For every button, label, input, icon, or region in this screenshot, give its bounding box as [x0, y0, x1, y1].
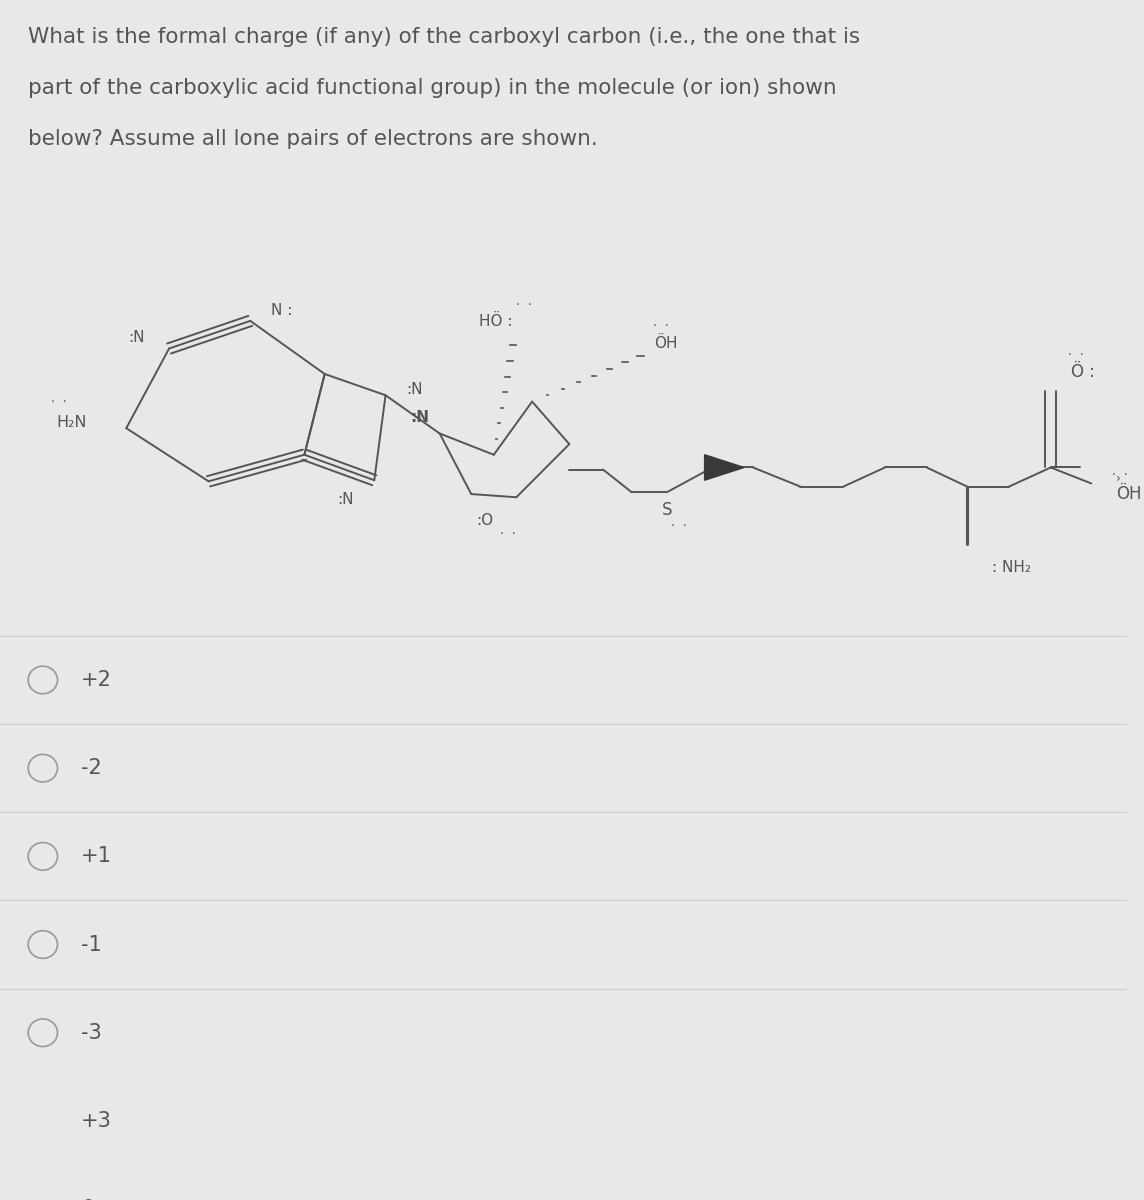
Text: · ·: · · [670, 521, 688, 530]
Text: N :: N : [271, 302, 292, 318]
Text: -1: -1 [81, 935, 102, 954]
Text: -3: -3 [81, 1022, 102, 1043]
Text: · ·: · · [1111, 470, 1128, 480]
Text: below? Assume all lone pairs of electrons are shown.: below? Assume all lone pairs of electron… [29, 128, 598, 149]
Text: · ·: · · [516, 300, 533, 310]
Text: · ·: · · [50, 397, 67, 407]
Text: HÖ :: HÖ : [479, 314, 513, 330]
Text: :N: :N [128, 330, 144, 346]
Text: H₂N: H₂N [56, 415, 87, 431]
Text: ›: › [1115, 472, 1121, 485]
Text: -2: -2 [81, 758, 102, 778]
Text: +3: +3 [81, 1111, 112, 1130]
Text: · ·: · · [1066, 350, 1085, 360]
Text: :N: :N [406, 383, 422, 397]
Text: +1: +1 [81, 846, 112, 866]
Text: · ·: · · [499, 529, 516, 540]
Text: S: S [662, 500, 673, 518]
Text: ÖH: ÖH [1117, 485, 1142, 503]
Text: :N: :N [410, 410, 429, 425]
Text: Ö :: Ö : [1071, 362, 1095, 380]
Text: What is the formal charge (if any) of the carboxyl carbon (i.e., the one that is: What is the formal charge (if any) of th… [29, 26, 860, 47]
Polygon shape [705, 455, 744, 480]
Text: part of the carboxylic acid functional group) in the molecule (or ion) shown: part of the carboxylic acid functional g… [29, 78, 836, 97]
Text: ÖH: ÖH [654, 336, 677, 350]
Text: : NH₂: : NH₂ [992, 560, 1031, 575]
Text: · ·: · · [652, 322, 669, 331]
Text: :N: :N [337, 492, 353, 506]
Text: +2: +2 [81, 670, 112, 690]
Text: :O: :O [476, 514, 493, 528]
